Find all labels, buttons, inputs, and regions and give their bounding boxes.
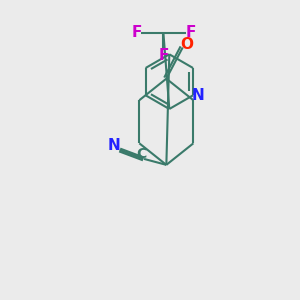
Text: F: F [185, 25, 196, 40]
Text: C: C [136, 148, 146, 161]
Text: F: F [131, 25, 142, 40]
Text: O: O [180, 37, 193, 52]
Text: N: N [192, 88, 205, 103]
Text: F: F [158, 48, 169, 63]
Text: N: N [108, 138, 121, 153]
